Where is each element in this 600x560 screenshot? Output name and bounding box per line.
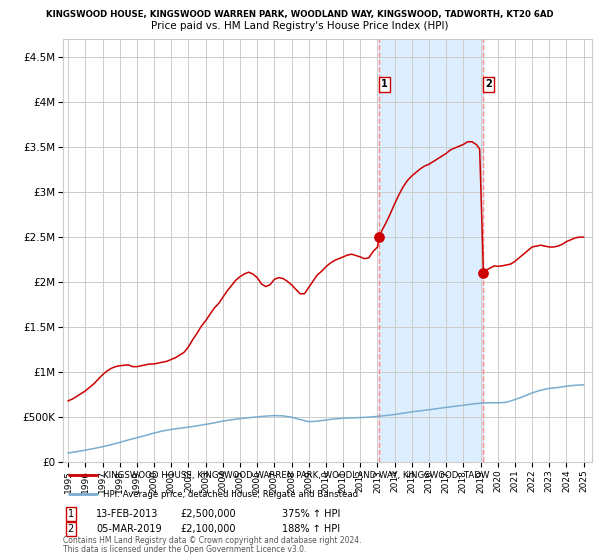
Text: 188% ↑ HPI: 188% ↑ HPI <box>282 524 340 534</box>
Text: 2: 2 <box>68 524 74 534</box>
Point <box>479 269 488 278</box>
Text: This data is licensed under the Open Government Licence v3.0.: This data is licensed under the Open Gov… <box>63 545 307 554</box>
Text: KINGSWOOD HOUSE, KINGSWOOD WARREN PARK, WOODLAND WAY, KINGSWOOD, TADW: KINGSWOOD HOUSE, KINGSWOOD WARREN PARK, … <box>103 471 489 480</box>
Text: 13-FEB-2013: 13-FEB-2013 <box>96 509 158 519</box>
Text: £2,500,000: £2,500,000 <box>180 509 236 519</box>
Text: 05-MAR-2019: 05-MAR-2019 <box>96 524 161 534</box>
Text: 375% ↑ HPI: 375% ↑ HPI <box>282 509 340 519</box>
Text: 1: 1 <box>68 509 74 519</box>
Text: KINGSWOOD HOUSE, KINGSWOOD WARREN PARK, WOODLAND WAY, KINGSWOOD, TADWORTH, KT20 : KINGSWOOD HOUSE, KINGSWOOD WARREN PARK, … <box>46 10 554 19</box>
Text: HPI: Average price, detached house, Reigate and Banstead: HPI: Average price, detached house, Reig… <box>103 490 358 499</box>
Text: 1: 1 <box>381 79 388 89</box>
Text: £2,100,000: £2,100,000 <box>180 524 235 534</box>
Text: 2: 2 <box>485 79 492 89</box>
Point <box>374 232 384 241</box>
Bar <box>379 39 484 462</box>
Text: Contains HM Land Registry data © Crown copyright and database right 2024.: Contains HM Land Registry data © Crown c… <box>63 536 361 545</box>
Text: Price paid vs. HM Land Registry's House Price Index (HPI): Price paid vs. HM Land Registry's House … <box>151 21 449 31</box>
